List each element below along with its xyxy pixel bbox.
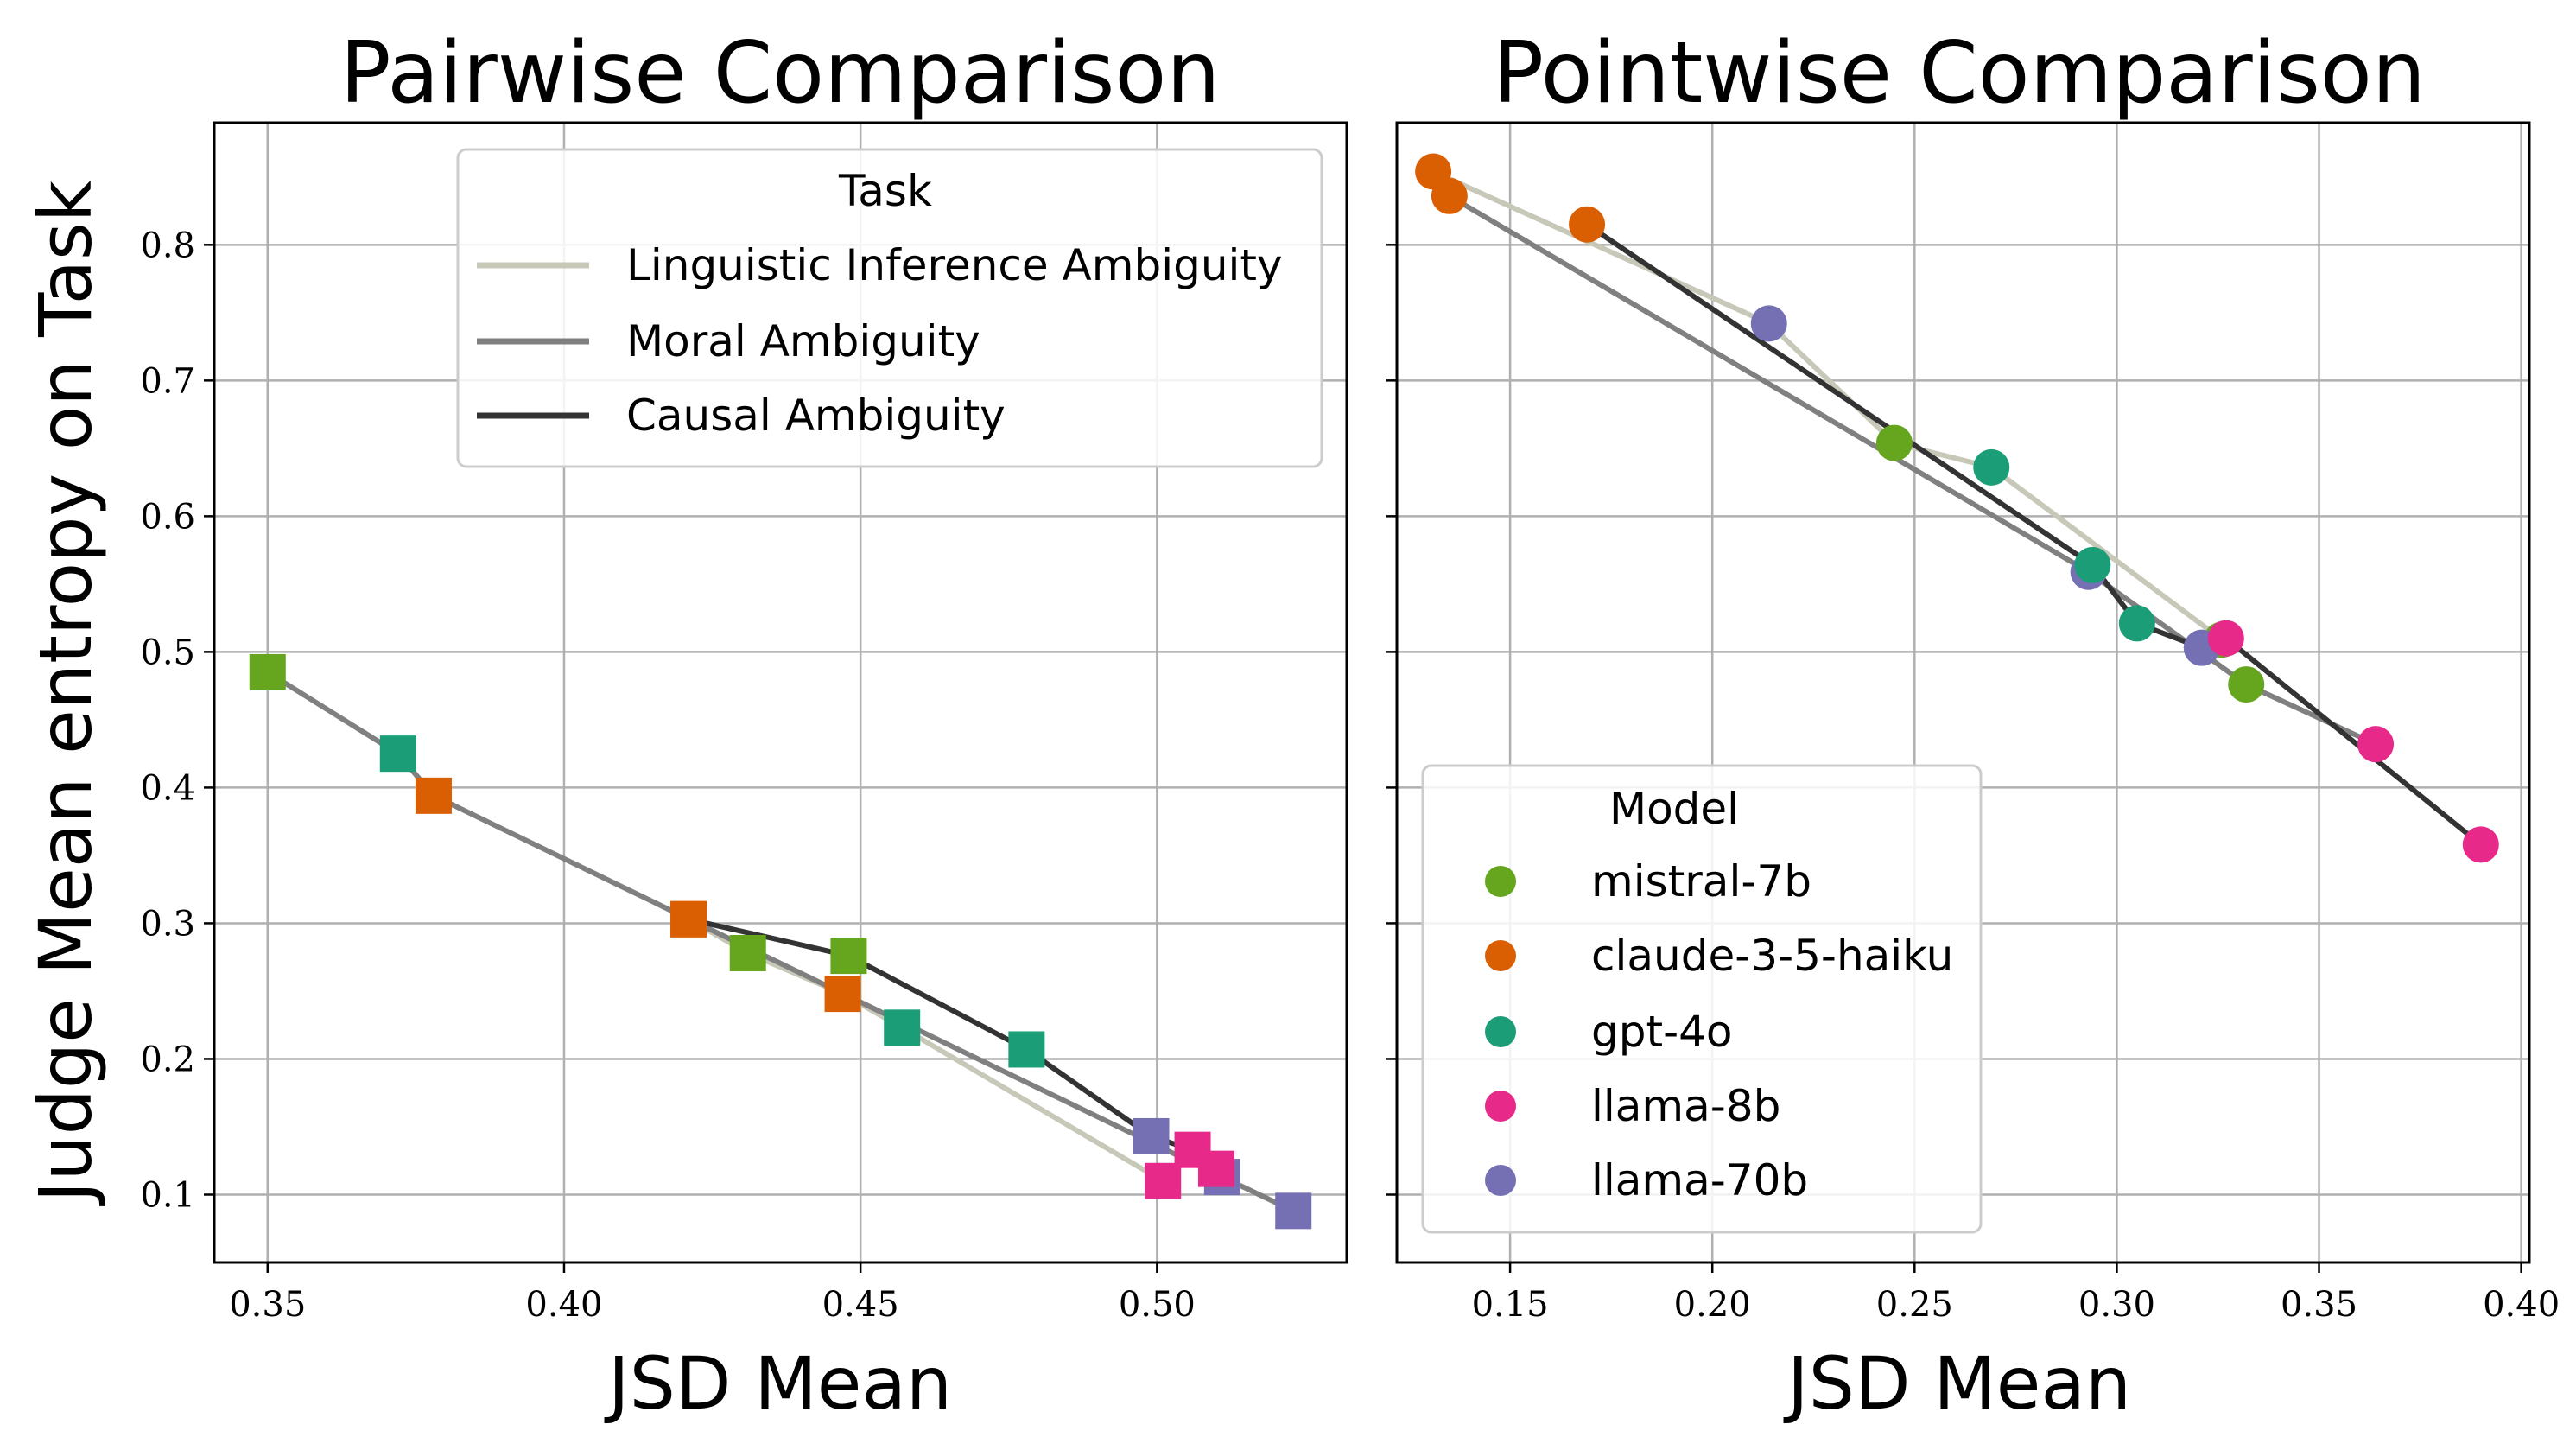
data-point-llama-8b <box>2207 620 2244 657</box>
data-point-claude-3-5-haiku <box>415 777 452 814</box>
pointwise-panel: Pointwise Comparison JSD Mean 0.15 0.20 0.… <box>1386 24 2560 1426</box>
x-tick-label: 0.50 <box>1119 1285 1196 1325</box>
legend-marker-llama-8b <box>1485 1091 1516 1122</box>
series-line-moral-ambiguity <box>1448 194 2377 747</box>
y-tick-label: 0.4 <box>140 768 195 808</box>
data-point-llama-8b <box>1197 1150 1234 1187</box>
data-point-llama-70b <box>1275 1192 1312 1230</box>
task-legend-title: Task <box>838 166 932 216</box>
y-tick-label: 0.8 <box>140 226 195 265</box>
x-tick-label: 0.15 <box>1472 1285 1549 1325</box>
data-point-gpt-4o <box>2118 605 2155 642</box>
data-point-claude-3-5-haiku <box>824 976 861 1013</box>
pairwise-markers <box>249 653 1312 1230</box>
data-point-gpt-4o <box>379 735 416 773</box>
legend-marker-mistral-7b <box>1485 866 1516 897</box>
data-point-gpt-4o <box>884 1009 921 1046</box>
y-tick-label: 0.6 <box>140 497 195 537</box>
data-point-mistral-7b <box>729 934 766 971</box>
model-legend: Model mistral-7b claude-3-5-haiku gpt-4o… <box>1421 764 1983 1234</box>
data-point-llama-8b <box>2357 726 2395 763</box>
data-point-gpt-4o <box>2074 546 2111 583</box>
data-point-mistral-7b <box>830 938 867 975</box>
task-legend-frame <box>456 148 1323 468</box>
legend-label-claude-3-5-haiku: claude-3-5-haiku <box>1591 931 1953 981</box>
pointwise-plot-frame <box>1395 121 2531 1264</box>
y-axis-label: Judge Mean entropy on Task <box>23 180 108 1206</box>
x-tick-label: 0.35 <box>229 1285 306 1325</box>
legend-label-llama-70b: llama-70b <box>1591 1155 1808 1205</box>
data-point-gpt-4o <box>1008 1031 1045 1068</box>
x-tick-label: 0.25 <box>1876 1285 1953 1325</box>
legend-label-gpt-4o: gpt-4o <box>1591 1007 1733 1057</box>
data-point-mistral-7b <box>2228 666 2265 703</box>
data-point-llama-70b <box>1133 1117 1170 1154</box>
x-tick-label: 0.20 <box>1674 1285 1751 1325</box>
pairwise-x-axis-label: JSD Mean <box>604 1341 952 1426</box>
legend-label-llama-8b: llama-8b <box>1591 1081 1780 1131</box>
data-point-claude-3-5-haiku <box>1569 206 1606 243</box>
pairwise-title: Pairwise Comparison <box>340 24 1221 123</box>
pointwise-lines <box>1431 169 2483 847</box>
x-tick-label: 0.40 <box>2483 1285 2560 1325</box>
data-point-mistral-7b <box>1875 424 1913 461</box>
legend-label-linguistic: Linguistic Inference Ambiguity <box>626 240 1283 290</box>
legend-label-mistral-7b: mistral-7b <box>1591 856 1811 906</box>
y-tick-label: 0.7 <box>140 361 195 401</box>
legend-label-moral: Moral Ambiguity <box>626 316 980 366</box>
y-tick-label: 0.2 <box>140 1040 195 1079</box>
data-point-llama-8b <box>2462 826 2499 863</box>
x-tick-label: 0.35 <box>2281 1285 2357 1325</box>
pairwise-ticks: 0.35 0.40 0.45 0.50 0.1 0.2 0.3 0.4 0.5 0.6 0.7 0.8 <box>140 226 1196 1325</box>
legend-marker-claude-3-5-haiku <box>1485 940 1516 971</box>
x-tick-label: 0.40 <box>525 1285 602 1325</box>
series-line-causal-ambiguity <box>1585 222 2483 847</box>
data-point-gpt-4o <box>1973 448 2010 486</box>
y-tick-label: 0.1 <box>140 1175 195 1215</box>
pointwise-x-axis-label: JSD Mean <box>1783 1341 2131 1426</box>
model-legend-title: Model <box>1609 784 1739 834</box>
model-legend-frame <box>1421 764 1983 1234</box>
x-tick-label: 0.45 <box>822 1285 899 1325</box>
pointwise-title: Pointwise Comparison <box>1493 24 2426 123</box>
pairwise-plot-frame <box>213 121 1348 1264</box>
pointwise-ticks: 0.15 0.20 0.25 0.30 0.35 0.40 <box>1386 244 2560 1325</box>
task-legend: Task Linguistic Inference Ambiguity Mora… <box>456 148 1323 468</box>
pointwise-markers <box>1415 153 2499 863</box>
legend-label-causal: Causal Ambiguity <box>626 391 1006 441</box>
data-point-llama-70b <box>1750 305 1787 342</box>
y-tick-label: 0.5 <box>140 633 195 672</box>
data-point-claude-3-5-haiku <box>1431 177 1468 214</box>
legend-marker-llama-70b <box>1485 1165 1516 1196</box>
data-point-mistral-7b <box>249 653 286 690</box>
pairwise-panel: Pairwise Comparison JSD Mean 0.35 0.40 0.4… <box>140 24 1348 1426</box>
data-point-claude-3-5-haiku <box>670 900 707 938</box>
y-tick-label: 0.3 <box>140 904 195 944</box>
legend-marker-gpt-4o <box>1485 1016 1516 1047</box>
x-tick-label: 0.30 <box>2078 1285 2155 1325</box>
data-point-llama-8b <box>1145 1162 1182 1199</box>
